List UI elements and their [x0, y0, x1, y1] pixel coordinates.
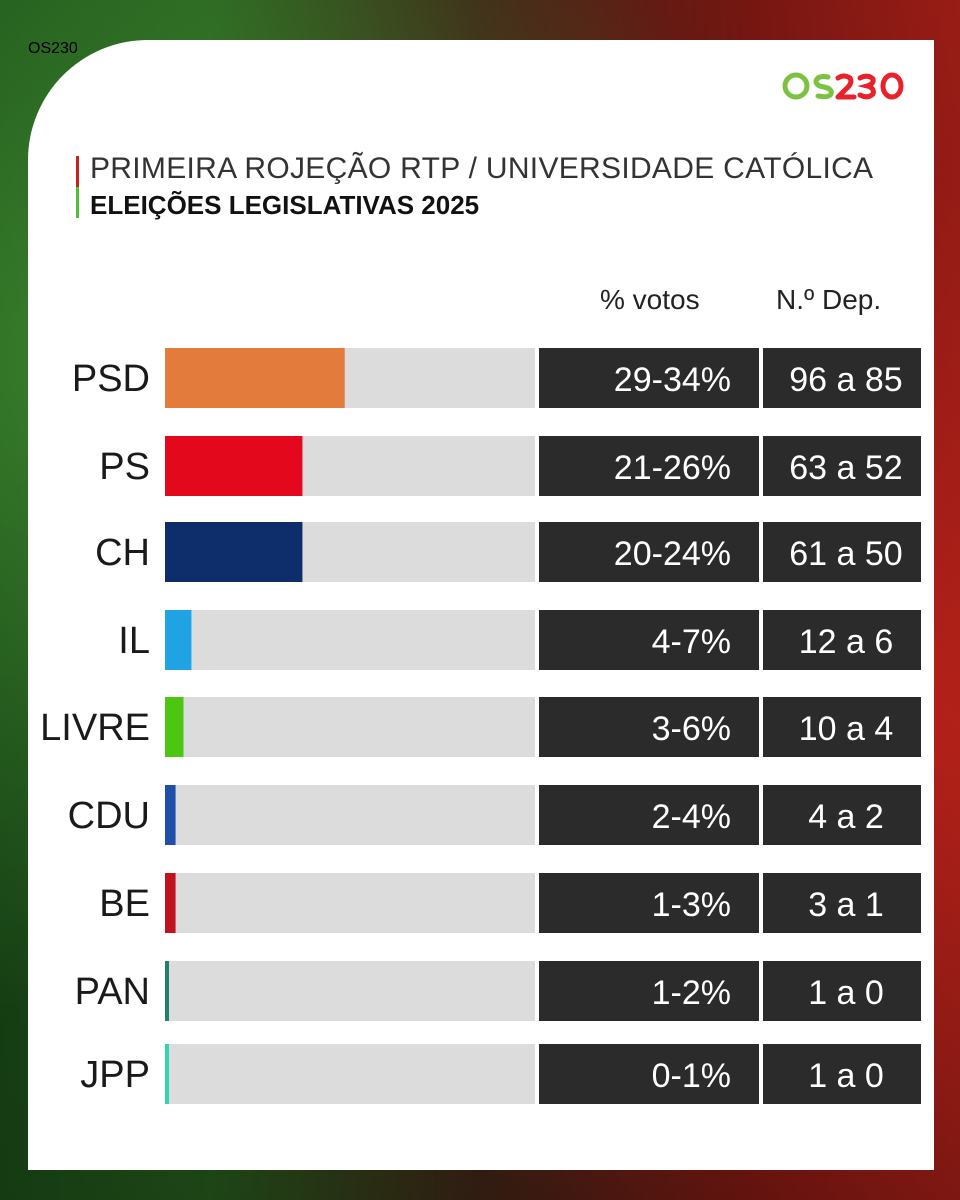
party-label-psd: PSD — [72, 358, 150, 400]
seats-cell-psd — [763, 348, 921, 408]
party-label-ch: CH — [95, 532, 150, 574]
votes-value-ch: 20-24% — [614, 535, 731, 573]
party-label-be: BE — [99, 883, 150, 925]
os230-logo — [782, 72, 904, 100]
votes-value-be: 1-3% — [652, 886, 731, 924]
seats-value-livre: 10 a 4 — [799, 710, 894, 748]
bar-track-livre — [165, 697, 535, 757]
seats-cell-livre — [763, 697, 921, 757]
bar-be — [165, 873, 176, 933]
seats-value-pan: 1 a 0 — [808, 974, 884, 1012]
bar-il — [165, 610, 192, 670]
bar-track-pan — [165, 961, 535, 1021]
title-accent-bar — [76, 156, 79, 218]
seats-cell-jpp — [763, 1044, 921, 1104]
votes-value-pan: 1-2% — [652, 974, 731, 1012]
bar-livre — [165, 697, 184, 757]
party-label-jpp: JPP — [80, 1054, 150, 1096]
bar-track-jpp — [165, 1044, 535, 1104]
page-title: ELEIÇÕES LEGISLATIVAS 2025 — [90, 190, 480, 220]
votes-cell-be — [539, 873, 759, 933]
bar-pan — [165, 961, 169, 1021]
votes-cell-jpp — [539, 1044, 759, 1104]
bar-ch — [165, 522, 303, 582]
party-label-il: IL — [118, 620, 150, 662]
seats-value-be: 3 a 1 — [808, 886, 884, 924]
bar-ps — [165, 436, 303, 496]
seats-value-psd: 96 a 85 — [789, 361, 902, 399]
subtitle: PRIMEIRA ROJEÇÃO RTP / UNIVERSIDADE CATÓ… — [90, 152, 874, 185]
party-label-ps: PS — [99, 446, 150, 488]
bar-track-be — [165, 873, 535, 933]
bar-track-il — [165, 610, 535, 670]
votes-value-livre: 3-6% — [652, 710, 731, 748]
votes-value-psd: 29-34% — [614, 361, 731, 399]
seats-value-cdu: 4 a 2 — [808, 798, 884, 836]
votes-cell-ch — [539, 522, 759, 582]
seats-value-il: 12 a 6 — [799, 623, 894, 661]
votes-value-cdu: 2-4% — [652, 798, 731, 836]
seats-column-header: N.º Dep. — [776, 284, 882, 315]
votes-cell-il — [539, 610, 759, 670]
votes-value-ps: 21-26% — [614, 449, 731, 487]
votes-cell-pan — [539, 961, 759, 1021]
votes-cell-psd — [539, 348, 759, 408]
bar-track-cdu — [165, 785, 535, 845]
bar-jpp — [165, 1044, 169, 1104]
votes-value-jpp: 0-1% — [652, 1057, 731, 1095]
party-label-cdu: CDU — [68, 795, 150, 837]
seats-value-jpp: 1 a 0 — [808, 1057, 884, 1095]
votes-cell-livre — [539, 697, 759, 757]
seats-cell-be — [763, 873, 921, 933]
votes-column-header: % votos — [600, 284, 700, 315]
seats-value-ps: 63 a 52 — [789, 449, 902, 487]
seats-cell-ps — [763, 436, 921, 496]
seats-cell-ch — [763, 522, 921, 582]
party-label-livre: LIVRE — [40, 707, 150, 749]
votes-cell-cdu — [539, 785, 759, 845]
bar-cdu — [165, 785, 176, 845]
seats-cell-cdu — [763, 785, 921, 845]
votes-value-il: 4-7% — [652, 623, 731, 661]
bar-psd — [165, 348, 345, 408]
seats-value-ch: 61 a 50 — [789, 535, 902, 573]
seats-cell-pan — [763, 961, 921, 1021]
seats-cell-il — [763, 610, 921, 670]
party-label-pan: PAN — [75, 971, 150, 1013]
votes-cell-ps — [539, 436, 759, 496]
